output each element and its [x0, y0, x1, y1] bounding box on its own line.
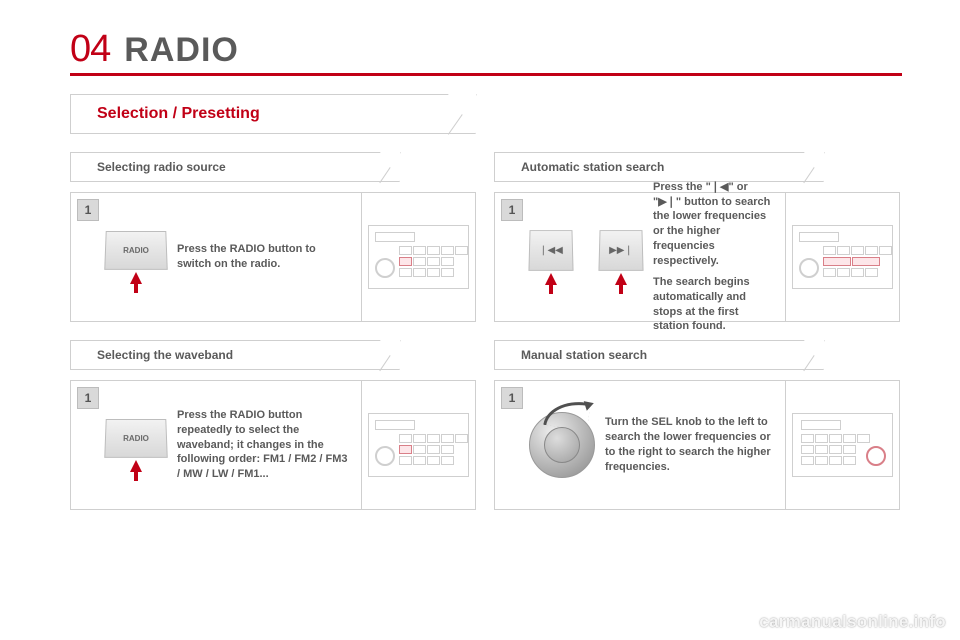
step-badge: 1 — [77, 387, 99, 409]
section-heading-bar: Selection / Presetting — [70, 94, 476, 134]
card-manual-search: 1 Turn the SEL knob to the left to searc… — [494, 380, 900, 510]
left-sub2-label: Selecting the waveband — [97, 348, 233, 362]
radio-btn-icon: RADIO — [104, 419, 168, 458]
step-badge: 1 — [501, 387, 523, 409]
right-subheading-2: Manual station search — [494, 340, 824, 370]
right-subheading-1: Automatic station search — [494, 152, 824, 182]
chapter-header: 04 RADIO — [70, 28, 902, 71]
sel-knob-graphic — [529, 412, 595, 478]
rotate-arrow-icon — [543, 397, 590, 431]
card-select-source: 1 RADIO Press the RADIO button to switch… — [70, 192, 476, 322]
radio-unit-icon — [368, 225, 469, 289]
card-select-waveband: 1 RADIO Press the RADIO button repeatedl… — [70, 380, 476, 510]
press-arrow-icon — [130, 272, 142, 284]
step-badge: 1 — [501, 199, 523, 221]
chapter-number: 04 — [70, 28, 110, 71]
chapter-rule — [70, 73, 902, 76]
right-sub1-label: Automatic station search — [521, 160, 664, 174]
device-thumbnail — [785, 193, 899, 321]
device-thumbnail — [785, 381, 899, 509]
instruction-text: The search begins automatically and stop… — [653, 275, 775, 334]
device-thumbnail — [361, 193, 475, 321]
press-arrow-icon — [130, 460, 142, 472]
seek-next-icon: ▶▶❘ — [598, 230, 643, 271]
right-sub2-label: Manual station search — [521, 348, 647, 362]
instruction-text: Press the RADIO button repeatedly to sel… — [177, 408, 351, 482]
instruction-text-group: Press the "❘◀" or "▶❘" button to search … — [653, 180, 775, 334]
radio-btn-icon: RADIO — [104, 231, 168, 270]
instruction-text: Turn the SEL knob to the left to search … — [605, 415, 775, 474]
instruction-text: Press the RADIO button to switch on the … — [177, 242, 351, 272]
radio-button-graphic: RADIO — [105, 418, 167, 472]
seek-buttons-graphic: ❘◀◀ ▶▶❘ — [529, 229, 643, 285]
chapter-title: RADIO — [124, 31, 239, 70]
device-thumbnail — [361, 381, 475, 509]
content-columns: Selecting radio source 1 RADIO Press the… — [70, 152, 902, 510]
left-subheading-2: Selecting the waveband — [70, 340, 400, 370]
left-subheading-1: Selecting radio source — [70, 152, 400, 182]
watermark: carmanualsonline.info — [759, 612, 946, 632]
right-column: Automatic station search 1 ❘◀◀ ▶▶❘ — [494, 152, 900, 510]
left-column: Selecting radio source 1 RADIO Press the… — [70, 152, 476, 510]
card-auto-search: 1 ❘◀◀ ▶▶❘ Press the "❘◀" or "▶❘" but — [494, 192, 900, 322]
radio-button-graphic: RADIO — [105, 230, 167, 284]
press-arrow-icon — [545, 273, 557, 285]
radio-unit-icon — [792, 413, 893, 477]
instruction-text: Press the "❘◀" or "▶❘" button to search … — [653, 180, 775, 269]
radio-unit-icon — [368, 413, 469, 477]
radio-unit-icon — [792, 225, 893, 289]
press-arrow-icon — [615, 273, 627, 285]
step-badge: 1 — [77, 199, 99, 221]
left-sub1-label: Selecting radio source — [97, 160, 226, 174]
seek-prev-icon: ❘◀◀ — [528, 230, 573, 271]
manual-page: 04 RADIO Selection / Presetting Selectin… — [0, 0, 960, 640]
section-title: Selection / Presetting — [97, 105, 260, 123]
